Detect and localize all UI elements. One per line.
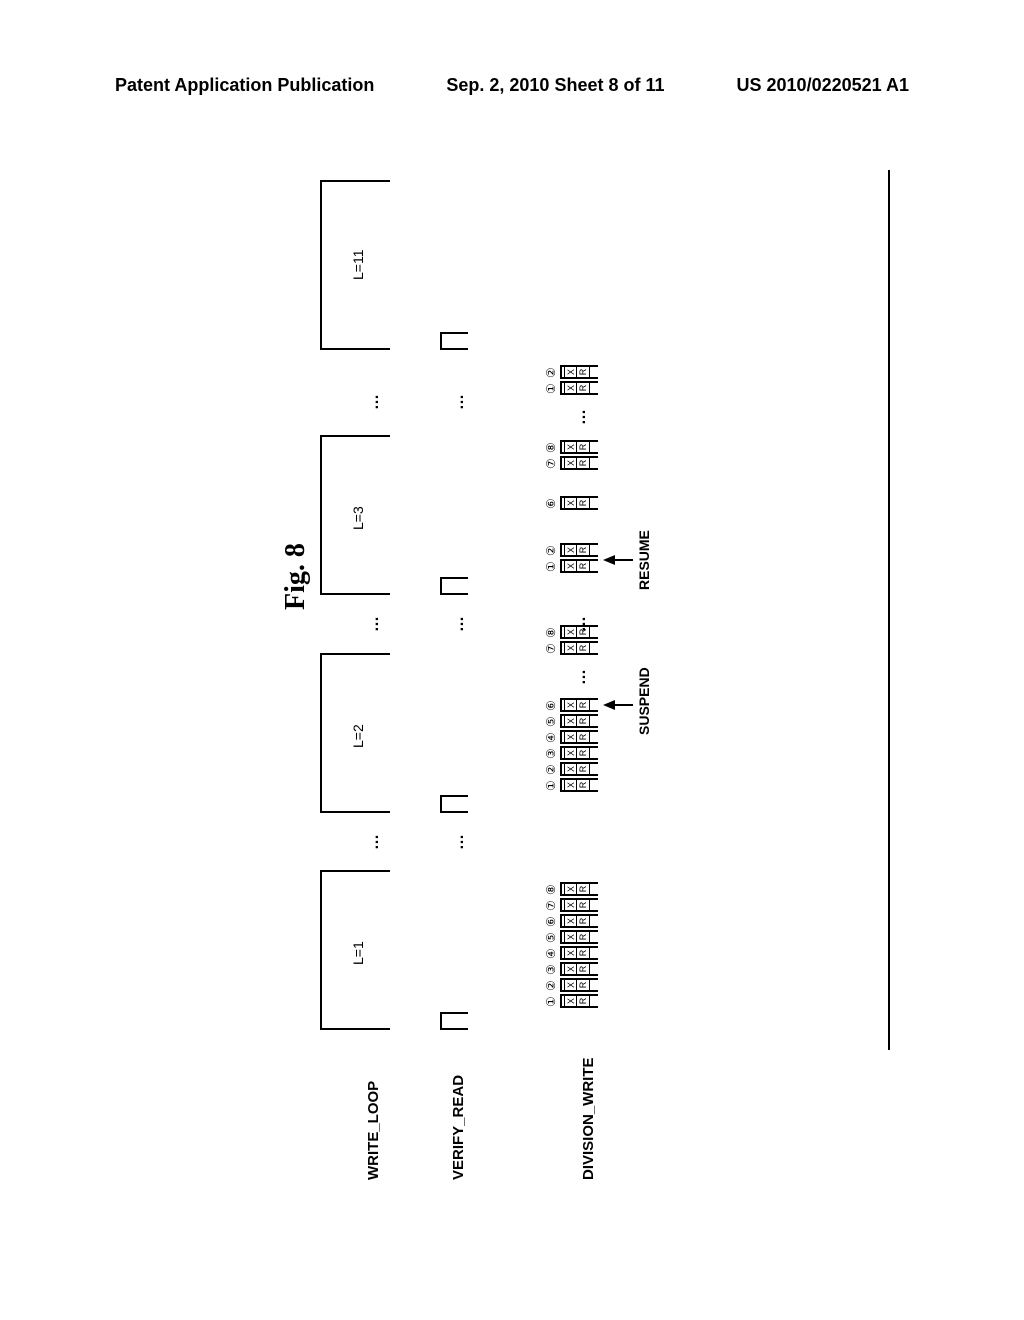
xr-cell: XR bbox=[564, 714, 590, 728]
dots: … bbox=[365, 614, 383, 632]
dots: … bbox=[450, 392, 468, 410]
circled-number: ① bbox=[544, 383, 558, 394]
circled-number: ⑤ bbox=[544, 932, 558, 943]
label-division-write: DIVISION_WRITE bbox=[580, 1057, 597, 1180]
dots: … bbox=[365, 392, 383, 410]
suspend-stem bbox=[613, 704, 633, 706]
header-left: Patent Application Publication bbox=[115, 75, 374, 96]
xr-cell: XR bbox=[564, 698, 590, 712]
dots: … bbox=[572, 667, 590, 685]
loop-label: L=11 bbox=[350, 250, 366, 281]
xr-cell: XR bbox=[564, 978, 590, 992]
xr-cell: XR bbox=[564, 730, 590, 744]
circled-number: ① bbox=[544, 561, 558, 572]
xr-cell: XR bbox=[564, 762, 590, 776]
header-center: Sep. 2, 2010 Sheet 8 of 11 bbox=[446, 75, 664, 96]
circled-number: ⑧ bbox=[544, 884, 558, 895]
circled-number: ③ bbox=[544, 964, 558, 975]
verify-read-pulse bbox=[440, 795, 468, 813]
suspend-label: SUSPEND bbox=[636, 667, 652, 735]
circled-number: ⑥ bbox=[544, 700, 558, 711]
label-verify-read: VERIFY_READ bbox=[450, 1075, 467, 1180]
xr-cell: XR bbox=[564, 882, 590, 896]
verify-read-pulse bbox=[440, 577, 468, 595]
xr-cell: XR bbox=[564, 778, 590, 792]
loop-label: L=3 bbox=[350, 506, 366, 530]
loop-label: L=1 bbox=[350, 941, 366, 965]
label-write-loop: WRITE_LOOP bbox=[365, 1081, 382, 1180]
xr-cell: XR bbox=[564, 914, 590, 928]
dots: … bbox=[572, 407, 590, 425]
circled-number: ⑦ bbox=[544, 458, 558, 469]
resume-label: RESUME bbox=[636, 530, 652, 590]
page-header: Patent Application Publication Sep. 2, 2… bbox=[0, 75, 1024, 96]
xr-cell: XR bbox=[564, 962, 590, 976]
dots: … bbox=[365, 832, 383, 850]
circled-number: ⑥ bbox=[544, 916, 558, 927]
circled-number: ② bbox=[544, 980, 558, 991]
circled-number: ⑧ bbox=[544, 627, 558, 638]
circled-number: ② bbox=[544, 367, 558, 378]
circled-number: ⑧ bbox=[544, 442, 558, 453]
xr-cell: XR bbox=[564, 898, 590, 912]
circled-number: ④ bbox=[544, 948, 558, 959]
xr-cell: XR bbox=[564, 559, 590, 573]
xr-cell: XR bbox=[564, 746, 590, 760]
loop-label: L=2 bbox=[350, 724, 366, 748]
circled-number: ③ bbox=[544, 748, 558, 759]
resume-stem bbox=[613, 559, 633, 561]
xr-cell: XR bbox=[564, 930, 590, 944]
dots: … bbox=[450, 832, 468, 850]
circled-number: ④ bbox=[544, 732, 558, 743]
circled-number: ② bbox=[544, 545, 558, 556]
circled-number: ⑥ bbox=[544, 498, 558, 509]
xr-cell: XR bbox=[564, 543, 590, 557]
verify-read-pulse bbox=[440, 1012, 468, 1030]
circled-number: ⑤ bbox=[544, 716, 558, 727]
xr-cell: XR bbox=[564, 365, 590, 379]
circled-number: ② bbox=[544, 764, 558, 775]
xr-cell: XR bbox=[564, 456, 590, 470]
xr-cell: XR bbox=[564, 496, 590, 510]
xr-cell: XR bbox=[564, 994, 590, 1008]
verify-read-pulse bbox=[440, 332, 468, 350]
header-right: US 2010/0220521 A1 bbox=[737, 75, 909, 96]
circled-number: ⑦ bbox=[544, 900, 558, 911]
circled-number: ① bbox=[544, 780, 558, 791]
xr-cell: XR bbox=[564, 946, 590, 960]
circled-number: ① bbox=[544, 996, 558, 1007]
dots: … bbox=[572, 614, 590, 632]
xr-cell: XR bbox=[564, 440, 590, 454]
timing-diagram: WRITE_LOOPVERIFY_READDIVISION_WRITEL=1L=… bbox=[70, 360, 1024, 970]
division-write-baseline bbox=[598, 170, 890, 1050]
xr-cell: XR bbox=[564, 381, 590, 395]
xr-cell: XR bbox=[564, 641, 590, 655]
circled-number: ⑦ bbox=[544, 643, 558, 654]
dots: … bbox=[450, 614, 468, 632]
